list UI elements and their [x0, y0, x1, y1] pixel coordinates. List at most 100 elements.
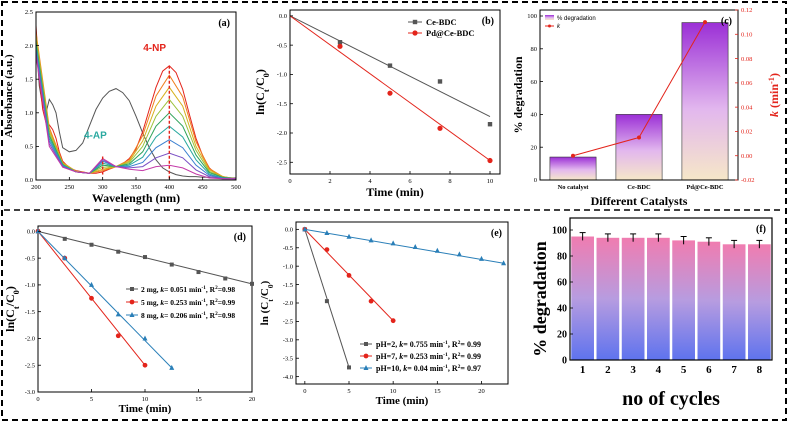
plot-frame [539, 9, 739, 181]
x-axis-title: Time (min) [119, 403, 172, 415]
y-tick-label: 20 [557, 330, 567, 341]
data-point [390, 240, 396, 246]
cycle-bar [697, 241, 721, 360]
panel-d: 0 5 10 15 20 0.0 -0.5 -1.0 -1.5 -2.0 -2.5 -3.0 Time … [3, 225, 255, 415]
panel-label: (a) [218, 18, 230, 29]
data-point [169, 262, 174, 267]
x-axis-title: Different Catalysts [591, 194, 688, 208]
y-tick-label: 80 [531, 46, 538, 53]
x-axis-title: Wavelength (nm) [92, 191, 180, 205]
y-tick-label: 2.0 [25, 43, 33, 50]
y-tick-label: 40 [557, 304, 567, 315]
data-point [368, 298, 374, 304]
y-tick-label: 0.0 [285, 227, 293, 234]
y-tick-label: 2.5 [25, 9, 33, 16]
spectrum-line-3 [35, 32, 237, 180]
y-tick-label: -1.0 [283, 263, 293, 270]
y2-axis-title: k (min-1) [767, 73, 782, 117]
x-tick-label: Pd@Ce-BDC [686, 184, 723, 191]
legend-marker [129, 312, 135, 317]
data-point [456, 251, 462, 257]
data-point [143, 255, 147, 260]
panel-label: (f) [756, 224, 766, 235]
legend-label: Pd@Ce-BDC [426, 28, 475, 38]
data-point [387, 90, 393, 96]
legend-label: pH=2, k= 0.755 min-1, R2= 0.99 [376, 340, 481, 349]
x-tick-label: 0 [36, 396, 39, 403]
data-point [347, 365, 351, 370]
data-point [346, 233, 352, 239]
y-tick-label: 1.5 [25, 76, 33, 83]
data-point [487, 157, 493, 164]
legend-marker [548, 24, 551, 28]
x-tick-label: 250 [64, 184, 74, 191]
y-tick-label: -2.0 [283, 300, 293, 307]
cycle-bar [672, 240, 695, 360]
y-axis-title: % degradation [530, 241, 550, 357]
data-point [302, 226, 308, 232]
y-tick-label: -2.5 [25, 362, 35, 369]
panel-b: 0 2 4 6 8 10 0.0 -0.5 -1.0 -1.5 -2.0 -2.5 Time (min)… [253, 9, 501, 199]
legend-label: pH=10, k= 0.04 min-1, R2= 0.97 [376, 364, 481, 373]
data-point [89, 281, 94, 287]
data-point [169, 364, 175, 370]
cycle-bar [748, 244, 771, 360]
y-tick-label: 0.0 [27, 229, 35, 236]
legend-marker [363, 353, 369, 359]
x-tick-label: 20 [478, 388, 485, 395]
y-tick-label: -3.0 [283, 337, 293, 344]
y2-tick-label: 0.06 [741, 80, 753, 87]
y-tick-label: -2.5 [283, 319, 293, 326]
data-point [35, 228, 41, 234]
panel-label: (b) [482, 16, 494, 27]
y-tick-label: -0.5 [283, 245, 293, 252]
k-point [637, 135, 641, 140]
x-tick-label: 500 [231, 184, 241, 191]
data-point [437, 79, 443, 84]
spectrum-line-8 [35, 48, 237, 180]
y2-tick-label: 0.04 [741, 104, 753, 111]
y-tick-label: -0.5 [277, 42, 287, 49]
data-point [390, 318, 396, 324]
y2-tick-label: 0.08 [741, 56, 752, 63]
y-tick-label: -0.5 [25, 255, 35, 262]
x-tick-label: 3 [630, 364, 636, 376]
annotation-4ap: 4-AP [84, 130, 107, 141]
x-axis-title: Time (min) [366, 185, 423, 199]
k-point [571, 153, 575, 158]
data-point [324, 299, 329, 304]
spectrum-line-4 [35, 35, 237, 180]
data-point [142, 362, 148, 368]
x-tick-label: 6 [408, 178, 412, 185]
k-point [703, 20, 707, 25]
y-tick-label: -2.0 [277, 130, 287, 137]
y-tick-label: -2.0 [25, 336, 35, 343]
cycle-bar [722, 244, 746, 360]
spectrum-line-2 [35, 25, 237, 180]
degradation-bar [681, 22, 729, 181]
degradation-bar [549, 156, 597, 181]
legend-marker [130, 287, 134, 291]
annotation-4np: 4-NP [143, 43, 166, 54]
legend-label: % degradation [557, 16, 596, 22]
x-tick-label: 15 [195, 396, 202, 403]
panel-e: 0 5 10 15 20 0.0 -0.5 -1.0 -1.5 -2.0 -2.5 -3.0 -3.5 -… [259, 221, 509, 407]
data-point [62, 236, 67, 241]
x-tick-label: 300 [98, 184, 108, 191]
x-tick-label: 6 [706, 364, 712, 376]
cycle-bar [647, 237, 670, 360]
data-point [115, 311, 121, 317]
y-tick-label: 40 [531, 112, 538, 119]
panel-label: (d) [234, 232, 246, 243]
data-point [324, 247, 330, 253]
x-tick-label: 10 [487, 178, 494, 185]
y-tick-label: -1.5 [25, 309, 35, 316]
plot-frame [569, 217, 773, 361]
data-point [223, 276, 228, 281]
y-tick-label: 1.0 [25, 110, 33, 117]
fit-line-3 [37, 231, 173, 369]
cycle-bar [596, 237, 620, 360]
data-point [337, 40, 343, 45]
